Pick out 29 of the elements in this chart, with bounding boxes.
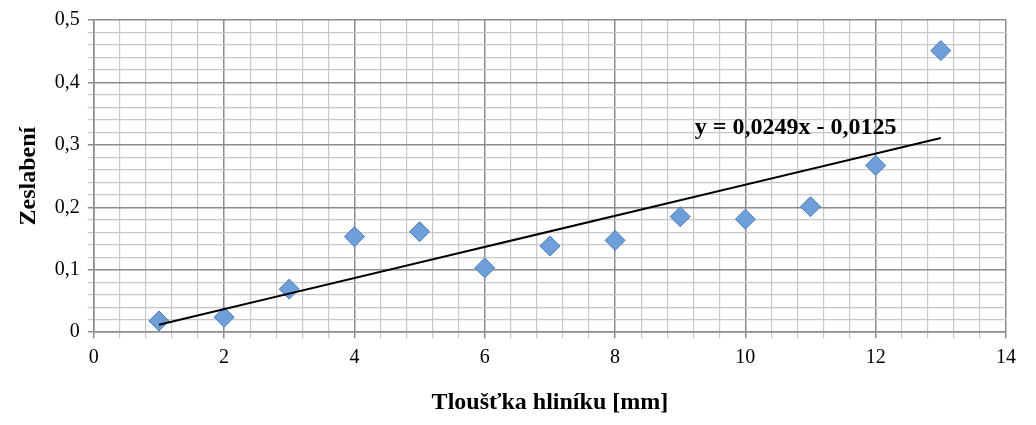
x-tick-label: 2 <box>219 345 230 368</box>
x-tick-label: 0 <box>88 345 99 368</box>
y-tick-label: 0,5 <box>54 7 80 30</box>
point <box>734 208 756 230</box>
x-tick-label: 14 <box>996 345 1016 368</box>
point <box>148 310 170 332</box>
point <box>604 229 626 251</box>
point <box>930 40 952 62</box>
x-tick-label: 10 <box>735 345 756 368</box>
x-tick-label: 6 <box>479 345 490 368</box>
point <box>865 154 887 176</box>
y-tick-label: 0,1 <box>54 257 80 280</box>
point <box>669 206 691 228</box>
y-tick-label: 0 <box>69 319 80 342</box>
point <box>213 306 235 328</box>
x-tick-label: 4 <box>349 345 360 368</box>
point <box>474 257 496 279</box>
x-tick-label: 8 <box>610 345 621 368</box>
point <box>343 226 365 248</box>
x-axis-title: Tloušťka hliníku [mm] <box>431 387 669 414</box>
y-tick-label: 0,4 <box>54 69 80 92</box>
y-tick-label: 0,2 <box>54 194 80 217</box>
point <box>539 235 561 257</box>
point <box>800 196 822 218</box>
y-axis-title: Zeslabení <box>13 126 40 226</box>
x-tick-label: 12 <box>865 345 886 368</box>
point <box>409 221 431 243</box>
y-tick-label: 0,3 <box>54 132 80 155</box>
annotation: y = 0,0249x - 0,0125 <box>694 112 897 139</box>
